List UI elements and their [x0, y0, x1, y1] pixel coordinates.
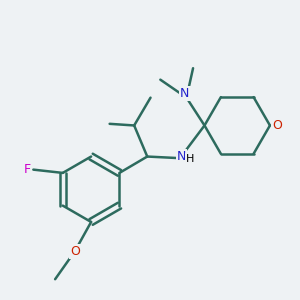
Text: O: O: [70, 245, 80, 258]
Text: F: F: [24, 163, 31, 176]
Text: H: H: [186, 154, 195, 164]
Text: N: N: [180, 87, 190, 100]
Text: N: N: [177, 150, 186, 163]
Text: O: O: [272, 119, 282, 132]
